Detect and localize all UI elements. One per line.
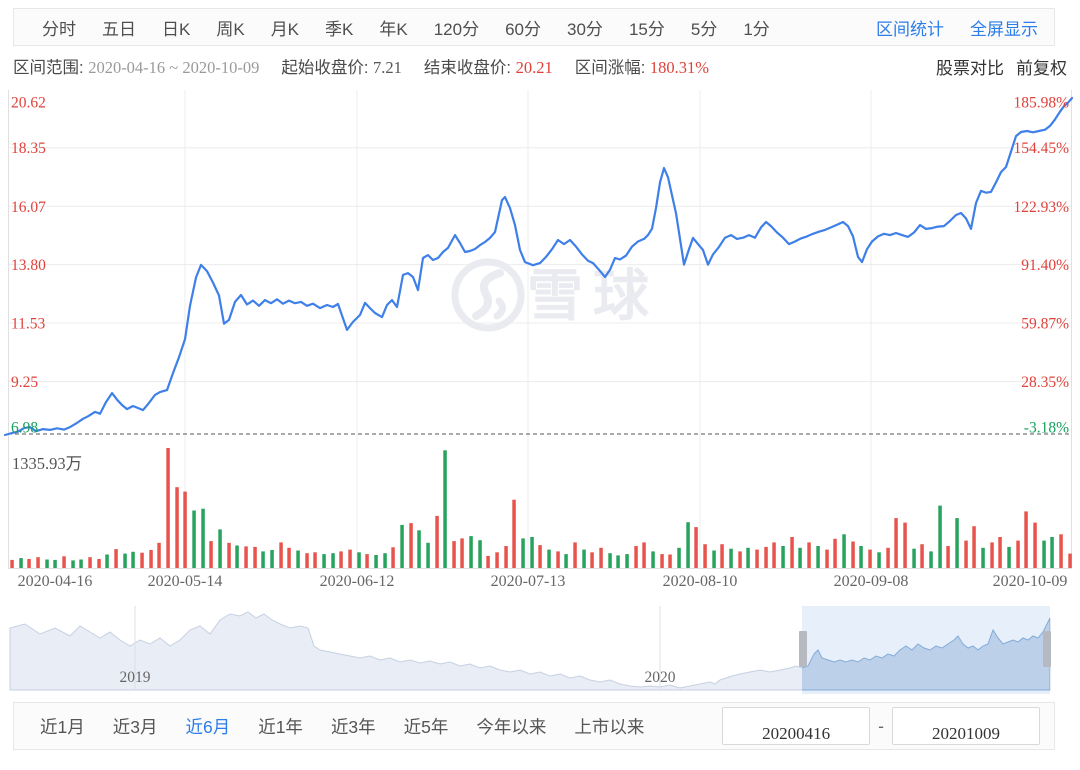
price-volume-chart[interactable]: 雪球 20.62 18.35 16.07 13.80 11.53 9.25 6.98 185.9… xyxy=(0,88,1080,600)
range-value: 2020-04-16 ~ 2020-10-09 xyxy=(88,58,260,77)
svg-text:154.45%: 154.45% xyxy=(1013,140,1069,157)
svg-text:2020-07-13: 2020-07-13 xyxy=(491,573,566,590)
period-tab-5[interactable]: 季K xyxy=(325,19,354,39)
range-start-input[interactable] xyxy=(722,707,871,745)
svg-text:28.35%: 28.35% xyxy=(1021,374,1069,391)
start-close-value: 7.21 xyxy=(373,58,402,77)
period-tab-0[interactable]: 分时 xyxy=(42,19,76,39)
period-tab-1[interactable]: 五日 xyxy=(102,19,136,39)
xueqiu-watermark-text: 雪球 xyxy=(527,264,659,327)
range-change-group: 区间涨幅: 180.31% xyxy=(575,54,709,78)
adjust-mode-button[interactable]: 前复权 xyxy=(1016,58,1067,78)
range-stats-bar: 区间范围: 2020-04-16 ~ 2020-10-09 起始收盘价: 7.2… xyxy=(13,52,1067,80)
svg-text:2020-06-12: 2020-06-12 xyxy=(320,573,395,590)
quick-range-0[interactable]: 近1月 xyxy=(40,716,85,737)
svg-text:6.98: 6.98 xyxy=(11,420,38,437)
interval-stats-button[interactable]: 区间统计 xyxy=(876,19,944,39)
period-tab-12[interactable]: 1分 xyxy=(743,19,770,39)
svg-text:185.98%: 185.98% xyxy=(1013,95,1069,112)
range-change-value: 180.31% xyxy=(649,58,710,77)
svg-text:-3.18%: -3.18% xyxy=(1024,420,1069,437)
svg-text:20.62: 20.62 xyxy=(11,95,46,112)
end-close-group: 结束收盘价: 20.21 xyxy=(424,54,553,78)
period-tab-6[interactable]: 年K xyxy=(379,19,408,39)
volume-bars xyxy=(10,448,1072,568)
stock-compare-button[interactable]: 股票对比 xyxy=(936,58,1004,78)
start-close-group: 起始收盘价: 7.21 xyxy=(281,54,402,78)
period-tab-11[interactable]: 5分 xyxy=(690,19,718,39)
volume-max-label: 1335.93万 xyxy=(12,454,82,473)
svg-text:122.93%: 122.93% xyxy=(1013,199,1069,216)
price-line xyxy=(3,97,1074,437)
start-close-label: 起始收盘价: xyxy=(281,59,369,77)
period-toolbar: 分时 五日 日K 周K 月K 季K 年K 120分 60分 30分 15分 5分 1分 区间统计 全屏显示 xyxy=(13,8,1055,46)
fullscreen-button[interactable]: 全屏显示 xyxy=(970,19,1038,39)
end-close-value: 20.21 xyxy=(515,58,553,77)
period-tab-3[interactable]: 周K xyxy=(216,19,245,39)
navigator-right-handle[interactable] xyxy=(1043,631,1051,667)
quick-range-3[interactable]: 近1年 xyxy=(258,716,303,737)
svg-text:59.87%: 59.87% xyxy=(1021,316,1069,333)
navigator-area-selected xyxy=(802,617,1050,691)
svg-text:2020-05-14: 2020-05-14 xyxy=(148,573,223,590)
end-close-label: 结束收盘价: xyxy=(423,59,511,77)
svg-text:11.53: 11.53 xyxy=(11,316,46,333)
price-axis-labels: 20.62 18.35 16.07 13.80 11.53 9.25 6.98 xyxy=(11,95,46,437)
svg-text:9.25: 9.25 xyxy=(11,374,38,391)
range-label: 区间范围: xyxy=(13,59,84,77)
chart-grid xyxy=(8,90,1072,569)
period-tab-2[interactable]: 日K xyxy=(162,19,191,39)
range-change-label: 区间涨幅: xyxy=(574,59,646,77)
xueqiu-watermark-icon xyxy=(451,258,525,332)
range-end-input[interactable] xyxy=(892,707,1040,745)
quick-range-2[interactable]: 近6月 xyxy=(185,716,231,737)
svg-text:2020-04-16: 2020-04-16 xyxy=(18,573,93,590)
quick-range-toolbar: 近1月 近3月 近6月 近1年 近3年 近5年 今年以来 上市以来 - xyxy=(13,702,1055,750)
period-tab-7[interactable]: 120分 xyxy=(433,19,480,39)
period-tab-10[interactable]: 15分 xyxy=(628,19,665,39)
quick-range-7[interactable]: 上市以来 xyxy=(574,716,645,737)
percent-axis-labels: 185.98% 154.45% 122.93% 91.40% 59.87% 28.35% -… xyxy=(1013,95,1069,437)
period-tab-9[interactable]: 30分 xyxy=(567,19,603,39)
navigator-year-label-0: 2019 xyxy=(120,669,151,686)
quick-range-5[interactable]: 近5年 xyxy=(403,716,449,737)
svg-text:91.40%: 91.40% xyxy=(1021,257,1069,274)
range-navigator[interactable]: 2019 2020 xyxy=(0,606,1080,694)
period-tab-4[interactable]: 月K xyxy=(270,19,300,39)
svg-text:16.07: 16.07 xyxy=(11,199,46,216)
svg-text:18.35: 18.35 xyxy=(11,140,46,157)
date-axis-labels: 2020-04-16 2020-05-14 2020-06-12 2020-07-13… xyxy=(18,573,1068,590)
svg-text:13.80: 13.80 xyxy=(11,257,46,274)
navigator-year-label-1: 2020 xyxy=(645,669,676,686)
navigator-left-handle[interactable] xyxy=(799,631,807,667)
range-dash-separator: - xyxy=(878,715,884,736)
svg-text:2020-09-08: 2020-09-08 xyxy=(834,573,909,590)
quick-range-6[interactable]: 今年以来 xyxy=(476,716,547,737)
period-tab-8[interactable]: 60分 xyxy=(505,19,542,39)
range-group: 区间范围: 2020-04-16 ~ 2020-10-09 xyxy=(13,54,259,78)
quick-range-1[interactable]: 近3月 xyxy=(112,716,158,737)
svg-text:2020-10-09: 2020-10-09 xyxy=(993,573,1068,590)
svg-text:2020-08-10: 2020-08-10 xyxy=(663,573,738,590)
quick-range-4[interactable]: 近3年 xyxy=(330,716,376,737)
